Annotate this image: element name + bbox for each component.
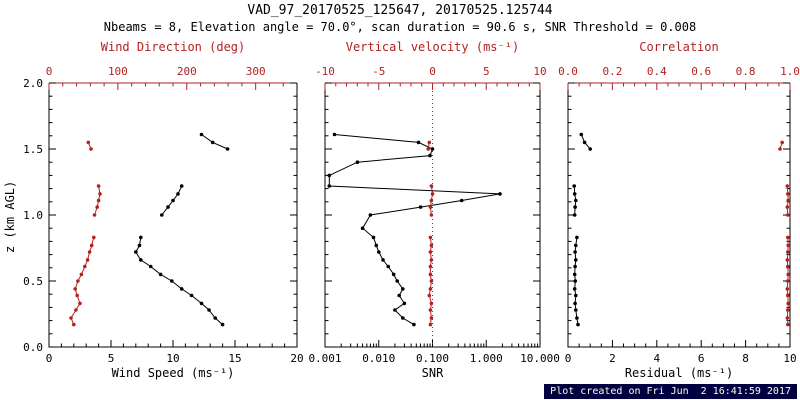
plot-title: VAD_97_20170525_125647, 20170525.125744 xyxy=(247,3,553,18)
svg-text:2.0: 2.0 xyxy=(23,77,43,90)
svg-text:0.8: 0.8 xyxy=(736,65,756,78)
svg-text:0.0: 0.0 xyxy=(558,65,578,78)
svg-text:1.5: 1.5 xyxy=(23,143,43,156)
svg-text:5: 5 xyxy=(108,352,115,365)
z-axis-title: z (km AGL) xyxy=(3,180,17,254)
svg-text:0.6: 0.6 xyxy=(691,65,711,78)
svg-text:15: 15 xyxy=(228,352,241,365)
svg-text:0.100: 0.100 xyxy=(416,352,449,365)
wind-speed-axis-title: Wind Speed (ms⁻¹) xyxy=(111,366,235,380)
svg-text:10: 10 xyxy=(533,65,546,78)
svg-text:0: 0 xyxy=(429,65,436,78)
svg-text:1.0: 1.0 xyxy=(780,65,800,78)
svg-text:0.0: 0.0 xyxy=(23,341,43,354)
svg-text:4: 4 xyxy=(653,352,660,365)
svg-text:10: 10 xyxy=(166,352,179,365)
svg-text:0.4: 0.4 xyxy=(647,65,667,78)
svg-text:5: 5 xyxy=(483,65,490,78)
svg-text:300: 300 xyxy=(246,65,266,78)
vertical-velocity-axis-title: Vertical velocity (ms⁻¹) xyxy=(345,40,520,54)
svg-text:100: 100 xyxy=(108,65,128,78)
svg-text:8: 8 xyxy=(742,352,749,365)
correlation-axis-title: Correlation xyxy=(639,40,719,54)
svg-text:-10: -10 xyxy=(315,65,335,78)
svg-text:-5: -5 xyxy=(372,65,385,78)
svg-text:0: 0 xyxy=(46,352,53,365)
snr-axis-title: SNR xyxy=(421,366,444,380)
plot-subtitle: Nbeams = 8, Elevation angle = 70.0°, sca… xyxy=(103,20,697,34)
plot-timestamp: Plot created on Fri Jun 2 16:41:59 2017 xyxy=(544,384,797,399)
svg-text:10: 10 xyxy=(783,352,796,365)
svg-text:10.000: 10.000 xyxy=(520,352,560,365)
svg-text:0: 0 xyxy=(46,65,53,78)
svg-text:0.2: 0.2 xyxy=(602,65,622,78)
svg-text:1.000: 1.000 xyxy=(470,352,503,365)
residual-axis-title: Residual (ms⁻¹) xyxy=(624,366,734,380)
svg-text:0.5: 0.5 xyxy=(23,275,43,288)
svg-text:0.010: 0.010 xyxy=(362,352,395,365)
wind-direction-axis-title: Wind Direction (deg) xyxy=(100,40,246,54)
svg-text:1.0: 1.0 xyxy=(23,209,43,222)
svg-text:200: 200 xyxy=(177,65,197,78)
svg-text:0: 0 xyxy=(565,352,572,365)
svg-text:20: 20 xyxy=(290,352,303,365)
svg-text:6: 6 xyxy=(698,352,705,365)
svg-text:2: 2 xyxy=(609,352,616,365)
svg-text:0.001: 0.001 xyxy=(308,352,341,365)
